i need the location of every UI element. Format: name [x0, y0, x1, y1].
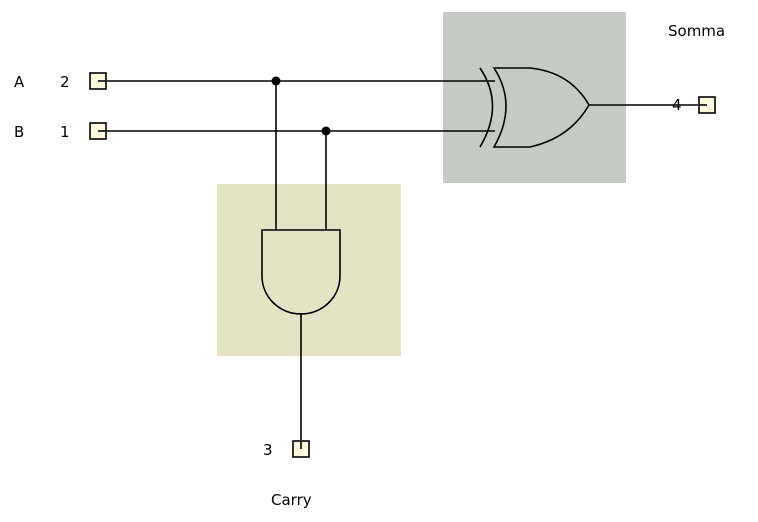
input-b-pin-number: 1 [60, 123, 70, 141]
carry-output-label: Carry [271, 491, 312, 509]
pin-b[interactable] [89, 122, 107, 140]
and-gate-symbol [261, 229, 341, 315]
wires [107, 80, 698, 440]
pin-carry[interactable] [292, 440, 310, 458]
junction-a [271, 76, 281, 86]
input-a-label: A [14, 73, 25, 91]
junction-b [321, 126, 331, 136]
and-gate-region[interactable] [217, 184, 401, 356]
xor-gate-symbol [479, 67, 590, 148]
xor-gate-region[interactable] [443, 12, 626, 183]
sum-pin-number: 4 [672, 96, 682, 114]
carry-pin-number: 3 [263, 441, 273, 459]
sum-output-label: Somma [668, 22, 725, 40]
pin-sum[interactable] [698, 96, 716, 114]
input-b-label: B [14, 123, 24, 141]
pin-a[interactable] [89, 72, 107, 90]
input-a-pin-number: 2 [60, 73, 70, 91]
